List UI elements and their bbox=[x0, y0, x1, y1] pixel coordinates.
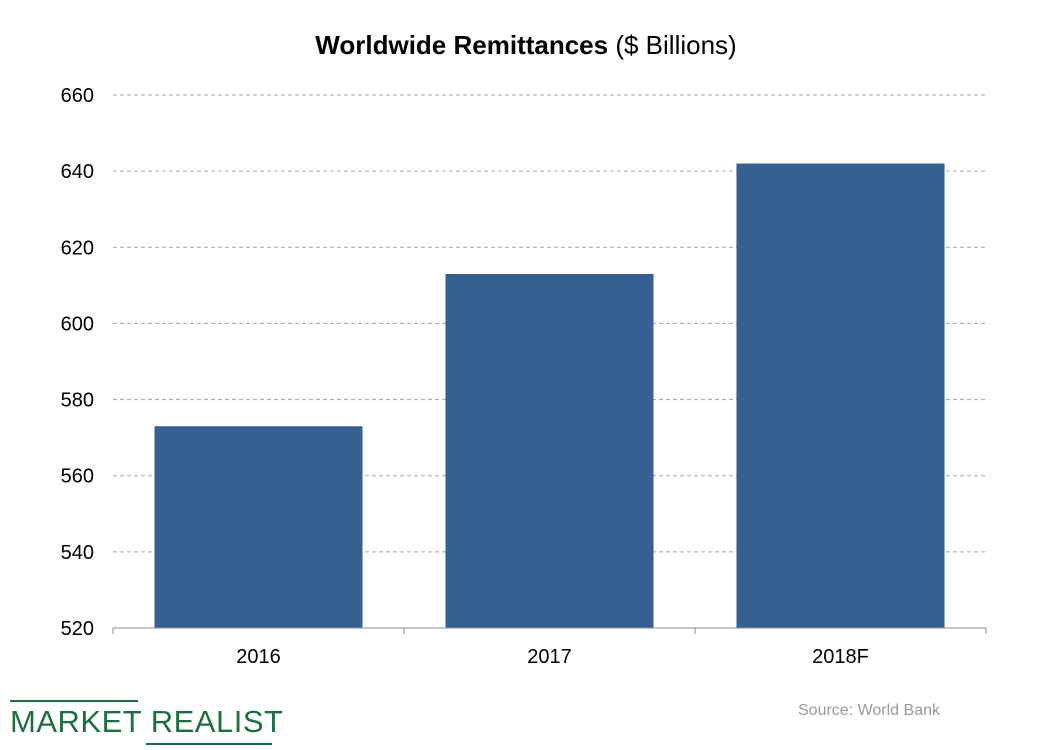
bar-2018f bbox=[736, 163, 945, 628]
chart-title: Worldwide Remittances ($ Billions) bbox=[315, 30, 736, 60]
y-tick-label: 600 bbox=[61, 313, 94, 335]
x-tick-label: 2018F bbox=[812, 646, 869, 668]
x-tick-label: 2017 bbox=[527, 646, 572, 668]
chart-title-unit: ($ Billions) bbox=[608, 30, 737, 60]
y-tick-label: 640 bbox=[61, 161, 94, 183]
y-tick-label: 660 bbox=[61, 85, 94, 107]
logo-text: MARKET REALIST bbox=[10, 704, 284, 739]
y-tick-label: 580 bbox=[61, 390, 94, 412]
source-note: Source: World Bank bbox=[798, 702, 940, 719]
bar-2016 bbox=[154, 426, 363, 628]
bars bbox=[154, 163, 945, 628]
y-tick-label: 620 bbox=[61, 237, 94, 259]
logo-top-rule bbox=[10, 700, 138, 702]
market-realist-logo: MARKET REALIST bbox=[10, 700, 283, 746]
y-tick-label: 560 bbox=[61, 466, 94, 488]
y-tick-label: 520 bbox=[61, 618, 94, 640]
logo-bottom-rule bbox=[146, 743, 272, 745]
y-axis: 520 540 560 580 600 620 640 660 bbox=[61, 85, 94, 640]
x-axis: 2016 2017 2018F bbox=[112, 627, 987, 668]
x-tick-label: 2016 bbox=[236, 646, 281, 668]
chart-title-bold: Worldwide Remittances bbox=[315, 30, 608, 60]
bar-2017 bbox=[445, 273, 654, 628]
y-tick-label: 540 bbox=[61, 542, 94, 564]
